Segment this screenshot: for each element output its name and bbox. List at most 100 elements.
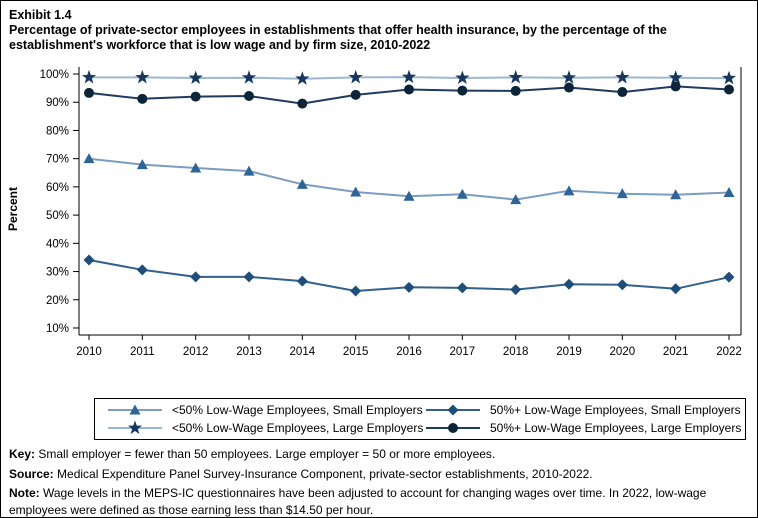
triangle-marker-icon bbox=[670, 189, 682, 200]
star-marker-icon bbox=[508, 69, 523, 84]
legend-item-small-gte50: 50%+ Low-Wage Employees, Small Employers bbox=[425, 402, 745, 418]
diamond-marker-icon bbox=[616, 279, 628, 291]
star-marker-icon bbox=[241, 70, 257, 84]
legend-label: 50%+ Low-Wage Employees, Large Employers bbox=[490, 421, 742, 435]
diamond-marker-icon bbox=[723, 271, 735, 283]
circle-marker-icon bbox=[670, 81, 681, 92]
svg-text:2021: 2021 bbox=[663, 346, 689, 358]
series-markers-3 bbox=[84, 81, 734, 109]
svg-text:100%: 100% bbox=[40, 69, 69, 81]
line-chart: Percent 10% 20% 30% 40% 50% 60% 70% 80% 90% 100% 20… bbox=[6, 67, 742, 358]
star-marker-icon bbox=[348, 69, 363, 84]
circle-marker-icon bbox=[137, 93, 148, 104]
star-marker-icon bbox=[401, 69, 417, 84]
diamond-marker-icon bbox=[243, 271, 255, 283]
star-marker-icon bbox=[561, 70, 577, 84]
diamond-marker-icon bbox=[83, 254, 95, 266]
triangle-marker-icon bbox=[296, 178, 308, 189]
triangle-marker-icon bbox=[243, 165, 255, 176]
star-marker-icon bbox=[81, 69, 97, 84]
triangle-marker-icon bbox=[136, 159, 148, 170]
legend-item-small-lt50: <50% Low-Wage Employees, Small Employers bbox=[107, 402, 425, 418]
triangle-marker-icon bbox=[108, 404, 162, 415]
diamond-marker-icon bbox=[447, 404, 459, 416]
star-marker-icon bbox=[108, 420, 162, 435]
svg-text:20%: 20% bbox=[46, 295, 69, 307]
circle-marker-icon bbox=[457, 85, 468, 96]
svg-text:90%: 90% bbox=[46, 97, 69, 109]
svg-text:80%: 80% bbox=[46, 125, 69, 137]
diamond-marker-icon bbox=[350, 285, 362, 297]
exhibit-label: Exhibit 1.4 bbox=[9, 8, 72, 22]
svg-text:60%: 60% bbox=[46, 182, 69, 194]
svg-text:2017: 2017 bbox=[450, 346, 476, 358]
chart-footnotes: Key: Small employer = fewer than 50 empl… bbox=[9, 446, 751, 517]
star-marker-icon bbox=[127, 420, 143, 435]
circle-marker-icon bbox=[617, 87, 628, 98]
legend-item-large-lt50: <50% Low-Wage Employees, Large Employers bbox=[107, 420, 425, 436]
legend-label: <50% Low-Wage Employees, Large Employers bbox=[172, 421, 424, 435]
star-marker-icon bbox=[668, 70, 683, 84]
svg-text:50%: 50% bbox=[46, 210, 69, 222]
diamond-marker-icon bbox=[403, 281, 415, 293]
svg-text:2018: 2018 bbox=[503, 346, 529, 358]
svg-text:10%: 10% bbox=[46, 323, 69, 335]
triangle-marker-icon bbox=[350, 186, 362, 197]
circle-marker-icon bbox=[350, 89, 361, 100]
chart-legend: <50% Low-Wage Employees, Small Employers… bbox=[94, 398, 746, 440]
diamond-marker-icon bbox=[426, 404, 480, 416]
chart-header: Exhibit 1.4 Percentage of private-sector… bbox=[9, 7, 733, 53]
triangle-marker-icon bbox=[403, 190, 415, 201]
diamond-marker-icon bbox=[296, 275, 308, 287]
diamond-marker-icon bbox=[670, 283, 682, 295]
star-marker-icon bbox=[721, 70, 737, 85]
source-note: Source: Medical Expenditure Panel Survey… bbox=[9, 466, 593, 481]
star-marker-icon bbox=[295, 71, 310, 85]
star-marker-icon bbox=[135, 69, 150, 84]
svg-text:2014: 2014 bbox=[290, 346, 316, 358]
svg-text:2013: 2013 bbox=[236, 346, 262, 358]
svg-text:30%: 30% bbox=[46, 267, 69, 279]
triangle-marker-icon bbox=[83, 153, 95, 164]
triangle-marker-icon bbox=[456, 188, 468, 199]
triangle-marker-icon bbox=[616, 188, 628, 199]
series-markers-1 bbox=[83, 254, 735, 297]
circle-marker-icon bbox=[510, 85, 521, 96]
y-axis-label: Percent bbox=[6, 187, 20, 231]
legend-item-large-gte50: 50%+ Low-Wage Employees, Large Employers bbox=[425, 420, 745, 436]
circle-marker-icon bbox=[190, 91, 201, 102]
svg-text:2020: 2020 bbox=[610, 346, 636, 358]
circle-marker-icon bbox=[244, 91, 254, 102]
triangle-marker-icon bbox=[190, 162, 202, 173]
diamond-marker-icon bbox=[563, 278, 575, 290]
svg-text:2015: 2015 bbox=[343, 346, 369, 358]
circle-marker-icon bbox=[564, 82, 574, 93]
svg-text:2012: 2012 bbox=[183, 346, 209, 358]
circle-marker-icon bbox=[297, 98, 308, 109]
page-title: Percentage of private-sector employees i… bbox=[9, 23, 667, 52]
series-markers-0 bbox=[83, 153, 735, 205]
svg-text:2010: 2010 bbox=[76, 346, 102, 358]
triangle-marker-icon bbox=[129, 404, 141, 415]
key-note: Key: Small employer = fewer than 50 empl… bbox=[9, 447, 496, 461]
legend-label: <50% Low-Wage Employees, Small Employers bbox=[172, 403, 423, 417]
diamond-marker-icon bbox=[510, 284, 522, 296]
legend-label: 50%+ Low-Wage Employees, Small Employers bbox=[490, 403, 741, 417]
circle-marker-icon bbox=[404, 84, 414, 95]
svg-text:2016: 2016 bbox=[396, 346, 422, 358]
star-marker-icon bbox=[615, 69, 630, 84]
circle-marker-icon bbox=[448, 423, 458, 433]
diamond-marker-icon bbox=[190, 271, 202, 283]
svg-text:70%: 70% bbox=[46, 154, 69, 166]
triangle-marker-icon bbox=[510, 194, 522, 205]
series-markers-2 bbox=[81, 69, 737, 85]
circle-marker-icon bbox=[426, 423, 480, 433]
svg-text:2022: 2022 bbox=[716, 346, 742, 358]
star-marker-icon bbox=[455, 70, 470, 85]
star-marker-icon bbox=[188, 70, 203, 85]
circle-marker-icon bbox=[724, 84, 734, 95]
method-note: Note: Wage levels in the MEPS-IC questio… bbox=[9, 486, 707, 517]
svg-text:2011: 2011 bbox=[130, 346, 155, 358]
diamond-marker-icon bbox=[136, 264, 148, 276]
svg-text:40%: 40% bbox=[46, 238, 69, 250]
